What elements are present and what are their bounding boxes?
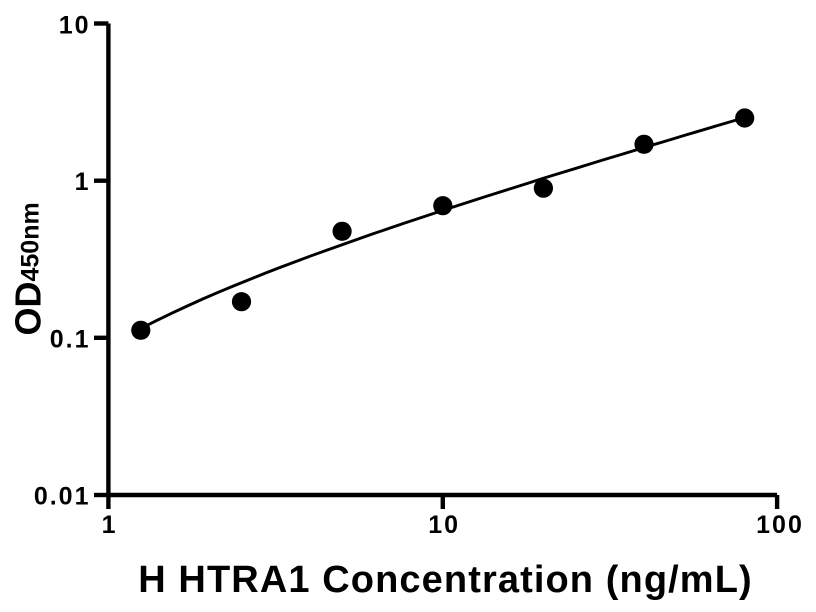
svg-text:0.01: 0.01 <box>34 482 91 510</box>
svg-text:OD450nm: OD450nm <box>8 202 49 335</box>
svg-text:10: 10 <box>428 511 460 539</box>
svg-text:0.1: 0.1 <box>50 325 91 353</box>
svg-text:1: 1 <box>102 511 116 539</box>
svg-text:1: 1 <box>75 168 89 196</box>
svg-text:10: 10 <box>59 11 91 39</box>
svg-text:100: 100 <box>756 511 804 539</box>
svg-text:H HTRA1 Concentration (ng/mL): H HTRA1 Concentration (ng/mL) <box>138 559 753 601</box>
